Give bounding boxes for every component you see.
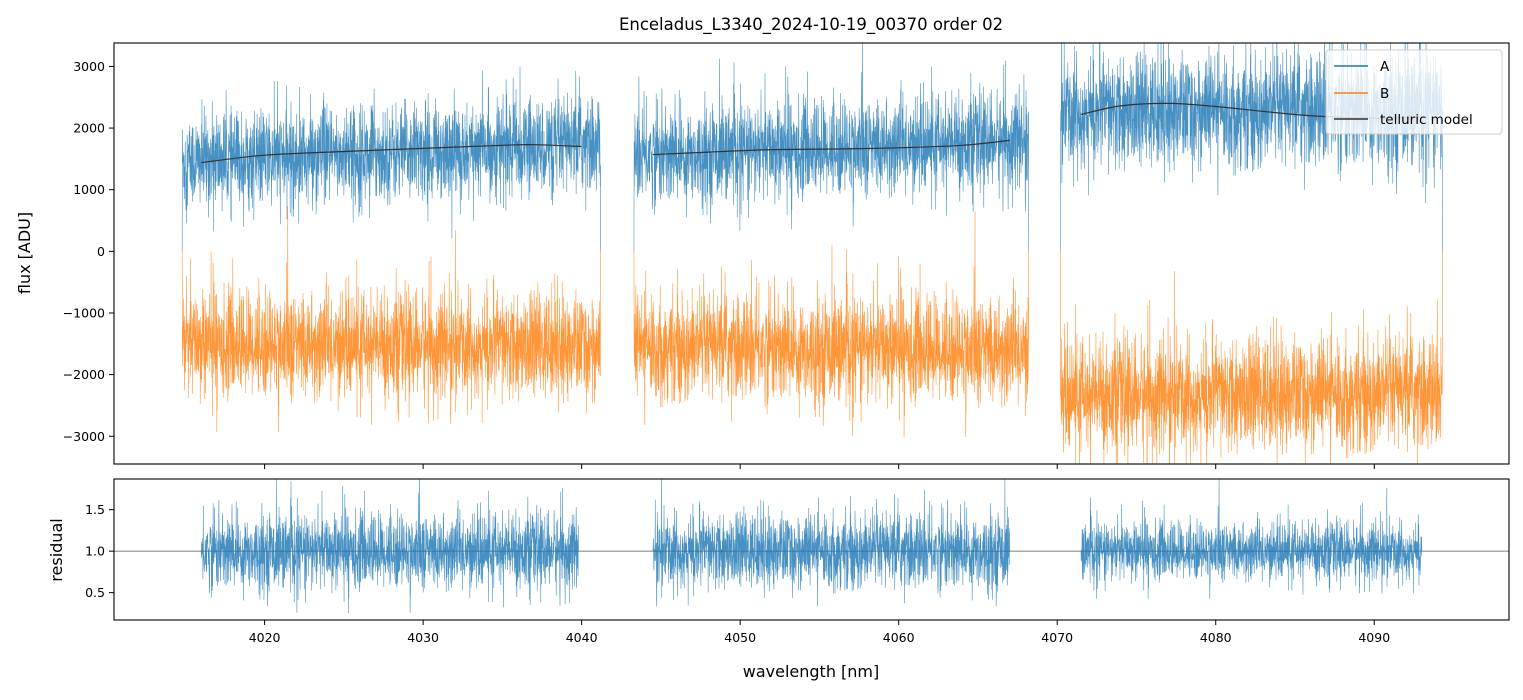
y-tick-label: −3000	[63, 429, 105, 444]
legend-label-b: B	[1380, 86, 1389, 102]
series-b-segment-1	[181, 206, 601, 433]
residual-panel-frame	[113, 478, 1510, 621]
x-tick-label: 4050	[724, 630, 756, 645]
x-tick-label: 4030	[407, 630, 439, 645]
chart-title: Enceladus_L3340_2024-10-19_00370 order 0…	[619, 15, 1003, 35]
wavelength-axis-label: wavelength [nm]	[743, 662, 880, 681]
y-tick-label: −1000	[63, 305, 105, 320]
y-tick-label: 0	[97, 244, 105, 259]
series-b-segment-2	[633, 210, 1029, 437]
residual-axis-label: residual	[47, 518, 66, 581]
x-tick-label: 4060	[883, 630, 915, 645]
legend-label-a: A	[1380, 59, 1390, 75]
series-residual-segment-3	[1080, 479, 1423, 600]
y-tick-label: 2000	[73, 121, 105, 136]
series-residual-segment-1	[200, 479, 579, 614]
y-tick-label: 1000	[73, 182, 105, 197]
x-tick-label: 4080	[1200, 630, 1232, 645]
series-a-segment-2	[633, 43, 1029, 252]
series-residual-segment-2	[652, 479, 1010, 607]
flux-panel-frame	[113, 42, 1510, 465]
x-tick-label: 4040	[566, 630, 598, 645]
y-tick-label: 1.5	[85, 502, 105, 517]
flux-axis-label: flux [ADU]	[15, 212, 34, 294]
x-tick-label: 4070	[1041, 630, 1073, 645]
y-tick-label: 1.0	[85, 544, 105, 559]
telluric-model-segment-1	[201, 144, 582, 164]
flux-panel: 3000 2000 1000 0 −1000 −2000 −3000 flux [ADU]	[15, 42, 1510, 469]
x-tick-label: 4020	[249, 630, 281, 645]
series-a-segment-1	[181, 67, 601, 252]
x-tick-label: 4090	[1358, 630, 1390, 645]
legend-box	[1325, 49, 1503, 135]
telluric-model-segment-2	[652, 139, 1010, 156]
series-b-segment-3	[1060, 251, 1443, 464]
y-tick-label: −2000	[63, 367, 105, 382]
legend-label-telluric: telluric model	[1380, 112, 1473, 128]
y-tick-label: 3000	[73, 59, 105, 74]
y-tick-label: 0.5	[85, 585, 105, 600]
legend: A B telluric model	[1325, 49, 1503, 135]
residual-panel: 1.5 1.0 0.5 4020 4030 4040 4050 4060 4070 4080 40…	[47, 478, 1510, 645]
